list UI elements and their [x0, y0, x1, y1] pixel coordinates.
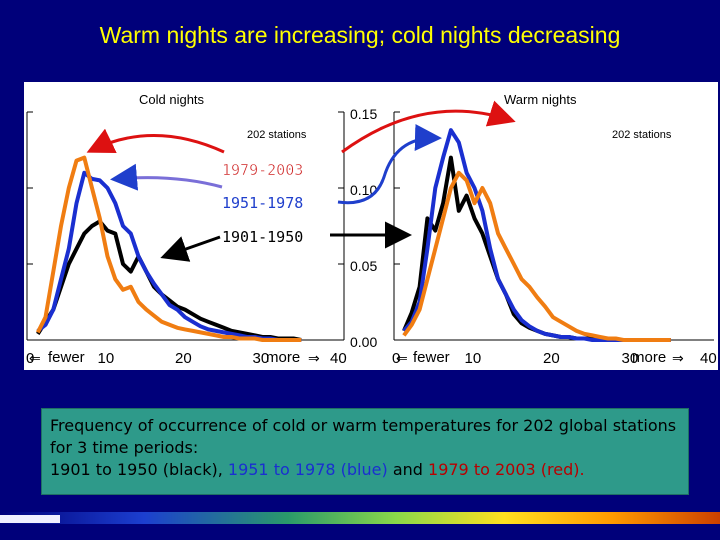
more-arrow-icon: ⇒ — [308, 351, 320, 367]
arrow-blue-to-cold — [110, 163, 223, 191]
cold-x-tick-label: 30 — [253, 350, 270, 367]
cold-x-tick-label: 40 — [330, 350, 347, 367]
caption-box: Frequency of occurrence of cold or warm … — [41, 408, 689, 495]
fewer-label-left: fewer — [48, 349, 85, 366]
warm-nights-subtitle: 202 stations — [612, 129, 672, 141]
caption-end: . — [579, 460, 585, 479]
y-tick-label: 0.05 — [350, 258, 377, 274]
warm-nights-line-1951-1978 — [402, 128, 671, 342]
cold-nights-line-1979-2003 — [36, 155, 302, 342]
slide-title: Warm nights are increasing; cold nights … — [99, 22, 621, 48]
caption-blue-period: 1951 to 1978 (blue) — [227, 460, 388, 479]
tick-marks — [27, 111, 400, 341]
arrow-red-to-warm — [341, 100, 516, 154]
cold-x-tick-label: 0 — [26, 350, 34, 367]
y-tick-label: 0.10 — [350, 182, 377, 198]
warm-x-tick-label: 40 — [700, 350, 717, 367]
more-arrow-icon: ⇒ — [672, 351, 684, 367]
arrow-black-to-cold — [160, 235, 221, 262]
cold-nights-title: Cold nights — [139, 92, 205, 107]
period-label-1951-1978: 1951-1978 — [222, 194, 303, 212]
decorative-stripe-highlight — [0, 515, 60, 523]
warm-nights-series — [402, 128, 671, 342]
cold-x-tick-label: 20 — [175, 350, 192, 367]
fewer-arrow-icon: ⇐ — [29, 351, 41, 367]
fewer-label-right: fewer — [413, 349, 450, 366]
y-tick-label: 0.00 — [350, 334, 377, 350]
chart-panel: Cold nights 202 stations Warm nights 202… — [24, 82, 718, 370]
cold-x-tick-label: 10 — [98, 350, 115, 367]
warm-x-tick-label: 20 — [543, 350, 560, 367]
fewer-arrow-icon: ⇐ — [396, 351, 408, 367]
caption-line: Frequency of occurrence of cold or warm … — [50, 416, 677, 457]
warm-x-tick-label: 10 — [465, 350, 482, 367]
caption-red-period: 1979 to 2003 (red) — [428, 460, 580, 479]
warm-nights-line-1979-2003 — [402, 170, 671, 342]
x-ticks-left: 0 10 20 30 40 — [26, 350, 347, 367]
warm-nights-line-1901-1950 — [402, 155, 671, 342]
period-label-1979-2003: 1979-2003 — [222, 161, 303, 179]
warm-x-tick-label: 0 — [392, 350, 400, 367]
more-label-right: more — [632, 349, 666, 366]
warm-nights-title: Warm nights — [504, 92, 577, 107]
x-ticks-right: 0 10 20 30 40 — [392, 350, 717, 367]
period-label-1901-1950: 1901-1950 — [222, 228, 303, 246]
arrow-blue-to-warm — [337, 123, 442, 205]
charts-svg: Cold nights 202 stations Warm nights 202… — [26, 92, 717, 367]
cold-nights-series — [36, 155, 302, 342]
cold-nights-subtitle: 202 stations — [247, 129, 307, 141]
warm-x-tick-label: 30 — [622, 350, 639, 367]
y-tick-label: 0.15 — [350, 106, 377, 122]
decorative-stripe — [0, 512, 720, 524]
caption-conjunction: and — [392, 460, 423, 479]
caption-black-period: 1901 to 1950 (black), — [50, 460, 223, 479]
arrow-red-to-cold — [86, 128, 225, 154]
more-label-left: more — [266, 349, 300, 366]
